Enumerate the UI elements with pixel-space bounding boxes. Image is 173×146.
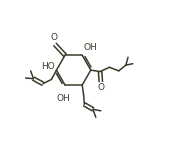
Text: OH: OH (57, 94, 70, 103)
Text: O: O (97, 83, 104, 92)
Text: O: O (50, 33, 57, 42)
Text: HO: HO (41, 62, 55, 71)
Text: OH: OH (84, 43, 98, 52)
